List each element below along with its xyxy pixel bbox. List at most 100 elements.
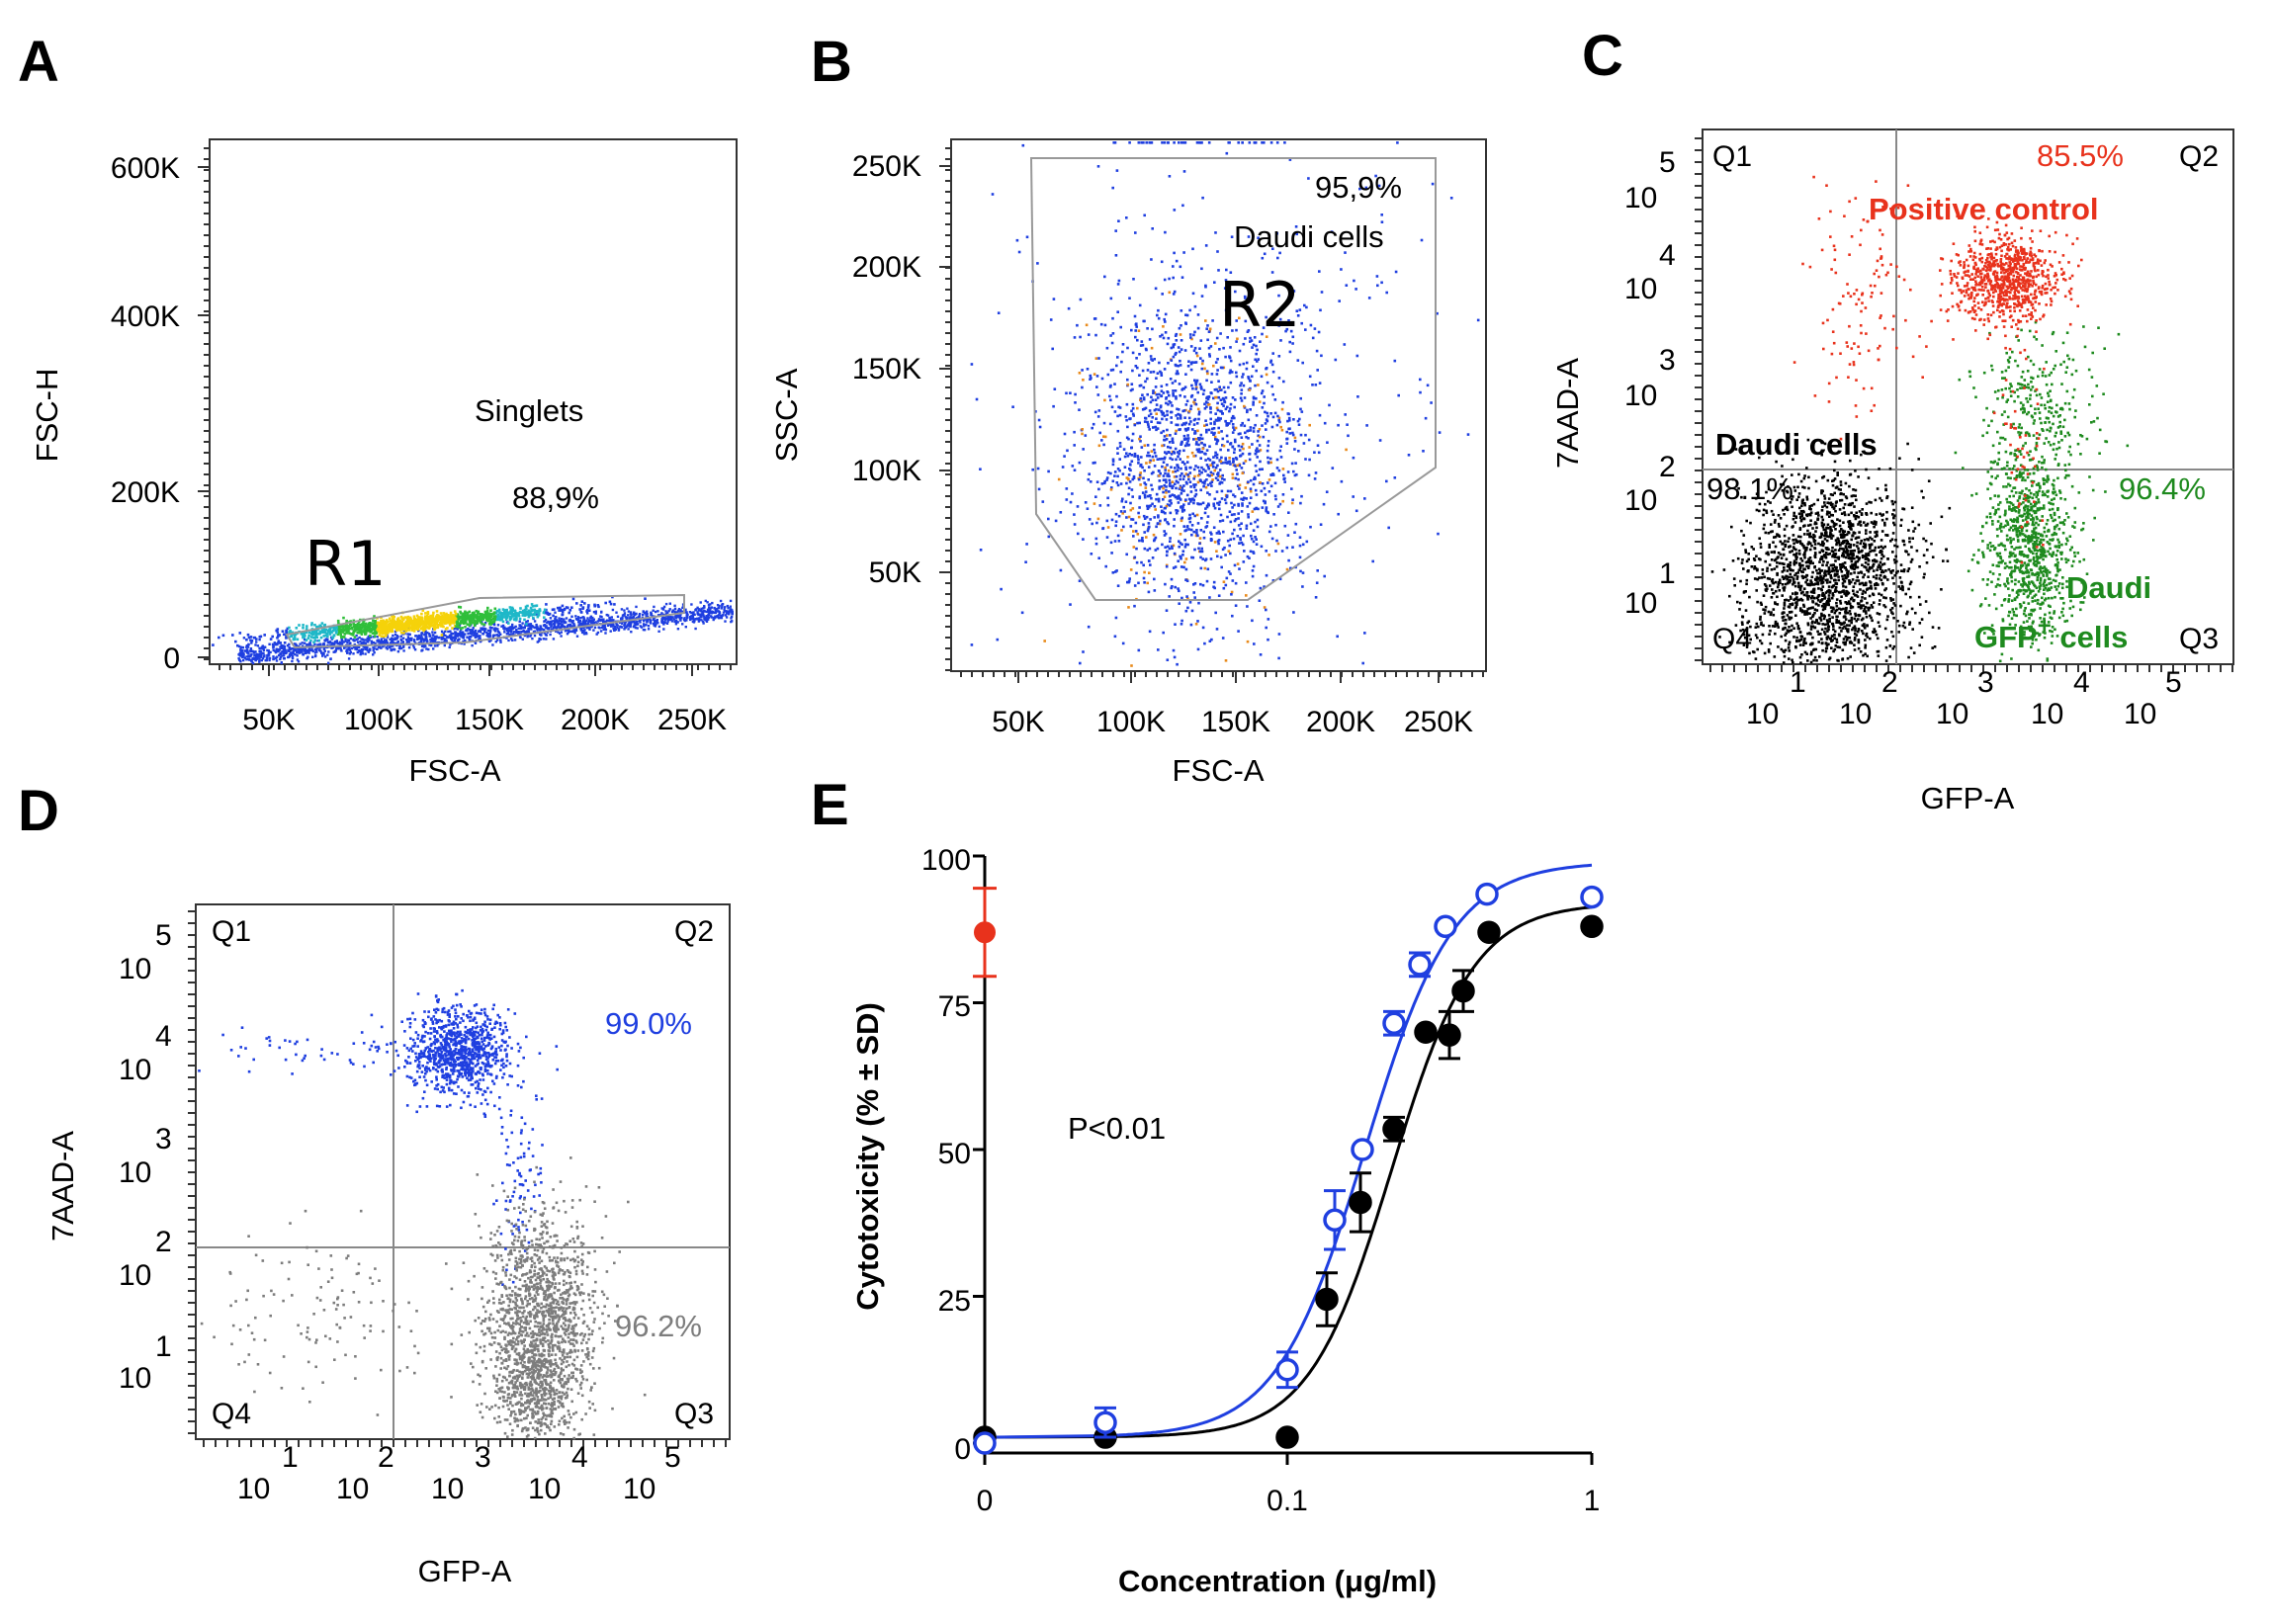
event-dot [1175, 511, 1179, 515]
event-dot [475, 609, 479, 613]
event-dot [415, 628, 419, 631]
event-dot [1170, 421, 1174, 424]
event-dot [1200, 295, 1204, 298]
event-dot [412, 646, 416, 649]
event-dot [372, 622, 375, 626]
event-dot [439, 616, 443, 620]
event-dot [1183, 349, 1187, 352]
event-dot [288, 631, 292, 635]
event-dot [1229, 520, 1233, 524]
event-dot [351, 633, 355, 637]
event-dot [474, 635, 477, 639]
event-dot [1173, 452, 1177, 455]
event-dot [1158, 361, 1161, 365]
event-dot [1183, 444, 1187, 448]
event-dot [1221, 637, 1225, 640]
event-dot [543, 620, 547, 623]
event-dot [698, 613, 701, 616]
event-dot [1254, 520, 1257, 524]
event-dot [1177, 455, 1180, 459]
event-dot [1213, 388, 1217, 391]
event-dot [1326, 441, 1329, 444]
event-dot [1138, 495, 1142, 498]
event-dot [358, 649, 361, 652]
event-dot [1176, 407, 1179, 411]
event-dot [571, 620, 574, 623]
event-dot [717, 606, 720, 610]
event-dot [380, 638, 383, 641]
event-dot [336, 628, 340, 632]
event-dot [413, 626, 416, 630]
event-dot [408, 623, 412, 626]
event-dot [1108, 385, 1112, 388]
event-dot [1218, 418, 1221, 422]
event-dot [1209, 422, 1212, 425]
event-dot [1212, 502, 1215, 506]
event-dot [1136, 366, 1139, 370]
event-dot [707, 611, 711, 614]
event-dot [1215, 456, 1219, 460]
event-dot [496, 639, 499, 641]
event-dot [1093, 502, 1096, 505]
event-dot [1143, 407, 1146, 410]
event-dot [1214, 342, 1217, 345]
event-dot [1247, 437, 1250, 440]
event-dot [710, 612, 714, 615]
event-dot [597, 618, 601, 621]
event-dot [1165, 609, 1169, 612]
event-dot [1194, 384, 1198, 386]
event-dot [1159, 404, 1163, 407]
event-dot [1114, 616, 1118, 620]
event-dot [1167, 362, 1170, 365]
event-dot [1271, 352, 1274, 355]
event-dot [509, 610, 513, 613]
event-dot [1189, 395, 1193, 398]
event-dot [274, 656, 278, 660]
event-dot [1156, 313, 1159, 317]
event-dot [630, 620, 634, 624]
event-dot [422, 625, 425, 628]
event-dot [1298, 417, 1301, 421]
event-dot [1242, 462, 1246, 465]
event-dot [1132, 530, 1135, 533]
event-dot [1161, 333, 1164, 337]
event-dot [1201, 392, 1205, 395]
event-dot [288, 646, 292, 649]
event-dot [643, 620, 646, 623]
event-dot [1092, 422, 1095, 426]
event-dot [284, 648, 287, 652]
event-dot [1226, 539, 1230, 543]
event-dot [335, 627, 339, 630]
event-dot [1238, 464, 1242, 468]
event-dot [1134, 231, 1137, 234]
event-dot [596, 604, 600, 607]
event-dot [448, 624, 452, 627]
event-dot [493, 630, 497, 633]
event-dot [1163, 457, 1166, 461]
event-dot [720, 607, 723, 610]
event-dot [1268, 530, 1271, 534]
event-dot [1217, 542, 1220, 546]
event-dot [1081, 432, 1084, 436]
event-dot [729, 609, 732, 612]
event-dot [449, 622, 453, 625]
event-dot [1220, 430, 1223, 433]
event-dot [1146, 529, 1150, 533]
event-dot [425, 615, 429, 618]
event-dot [1192, 423, 1196, 426]
event-dot [518, 617, 522, 621]
event-dot [281, 650, 284, 653]
event-dot [288, 649, 291, 653]
event-dot [1180, 510, 1184, 513]
event-dot [332, 634, 336, 637]
event-dot [1213, 420, 1216, 424]
event-dot [419, 636, 422, 640]
event-dot [1235, 458, 1239, 461]
event-dot [1261, 406, 1265, 409]
event-dot [510, 630, 513, 634]
event-dot [1193, 430, 1197, 433]
event-dot [385, 646, 388, 649]
event-dot [394, 641, 397, 645]
event-dot [529, 627, 532, 631]
event-dot [374, 641, 377, 645]
